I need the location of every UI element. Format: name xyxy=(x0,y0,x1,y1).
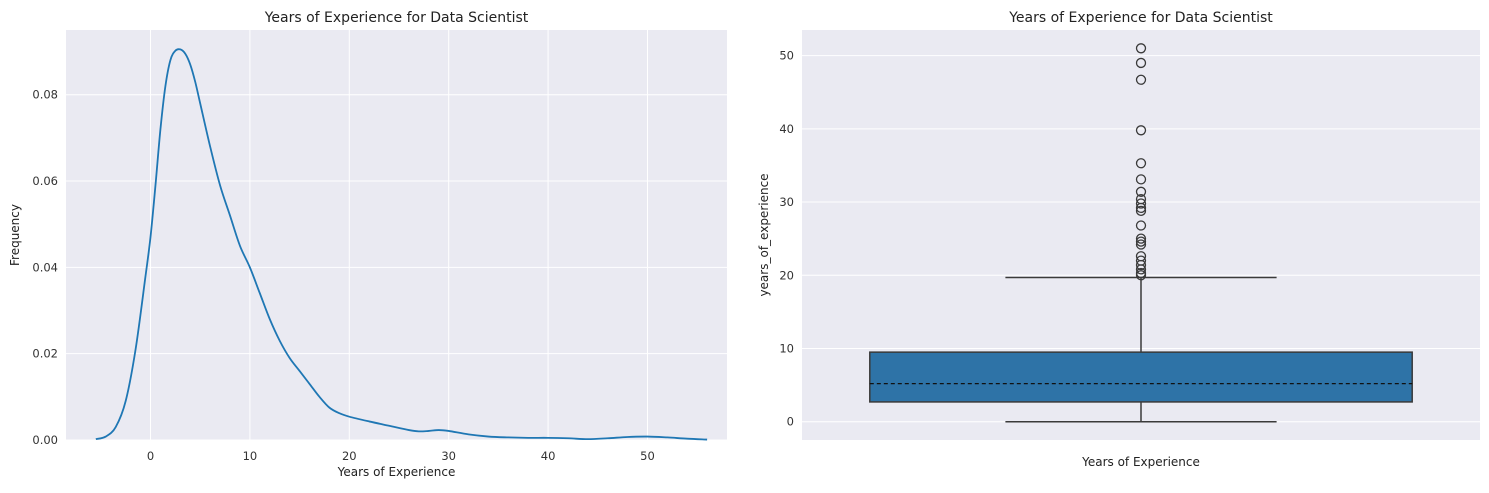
kde-x-tick-label: 0 xyxy=(147,449,154,463)
outlier-point xyxy=(1135,43,1147,54)
box-y-tick-label: 50 xyxy=(779,49,794,63)
kde-y-tick-label: 0.08 xyxy=(32,88,58,102)
box-chart-title: Years of Experience for Data Scientist xyxy=(1008,10,1273,26)
outlier-point xyxy=(1135,233,1147,244)
box-y-tick-labels: 0 10 20 30 40 50 xyxy=(779,49,794,429)
kde-x-tick-label: 20 xyxy=(342,449,357,463)
kde-x-tick-label: 50 xyxy=(640,449,655,463)
box-gridlines xyxy=(802,55,1480,423)
kde-y-tick-label: 0.06 xyxy=(32,174,58,188)
outlier-point xyxy=(1135,125,1147,136)
kde-y-tick-label: 0.04 xyxy=(32,260,58,274)
kde-chart-title: Years of Experience for Data Scientist xyxy=(264,10,529,26)
kde-y-tick-label: 0.02 xyxy=(32,347,58,361)
box-outliers xyxy=(1135,43,1147,281)
kde-x-tick-labels: 0 10 20 30 40 50 xyxy=(147,449,655,463)
kde-plot-area xyxy=(66,30,727,440)
outlier-point xyxy=(1135,251,1147,262)
box-y-tick-label: 10 xyxy=(779,341,794,355)
outlier-point xyxy=(1135,174,1147,185)
kde-density-line xyxy=(95,48,708,441)
box-plot: 0 10 20 30 40 50 Years of Experience for Data… xyxy=(757,10,1480,469)
kde-x-tick-label: 40 xyxy=(541,449,556,463)
box-x-axis-label: Years of Experience xyxy=(1081,455,1200,469)
outlier-point xyxy=(1135,205,1147,216)
outlier-point xyxy=(1135,267,1147,279)
outlier-point xyxy=(1135,186,1147,197)
outlier-point xyxy=(1135,236,1147,247)
kde-y-tick-label: 0.00 xyxy=(32,433,58,447)
outlier-point xyxy=(1135,198,1147,209)
box-y-tick-label: 30 xyxy=(779,195,794,209)
kde-y-tick-labels: 0.00 0.02 0.04 0.06 0.08 xyxy=(32,88,58,447)
kde-y-axis-label: Frequency xyxy=(8,204,22,266)
box-marks xyxy=(869,276,1413,423)
box-y-tick-label: 40 xyxy=(779,122,794,136)
outlier-point xyxy=(1135,158,1147,169)
outlier-point xyxy=(1135,255,1147,266)
kde-gridlines xyxy=(66,30,727,441)
kde-x-axis-label: Years of Experience xyxy=(337,465,456,479)
box-y-tick-label: 20 xyxy=(779,268,794,282)
box-y-axis-label: years_of_experience xyxy=(757,173,771,296)
outlier-point xyxy=(1135,74,1147,85)
iqr-box xyxy=(869,351,1413,403)
outlier-point xyxy=(1135,239,1147,250)
box-y-tick-label: 0 xyxy=(787,415,794,429)
kde-x-tick-label: 30 xyxy=(441,449,456,463)
outlier-point xyxy=(1135,220,1147,231)
kde-plot: 0 10 20 30 40 50 0.00 0.02 0.04 0.06 0.08 Years o… xyxy=(8,10,727,479)
outlier-point xyxy=(1135,193,1147,205)
kde-x-tick-label: 10 xyxy=(243,449,258,463)
outlier-point xyxy=(1135,57,1147,69)
